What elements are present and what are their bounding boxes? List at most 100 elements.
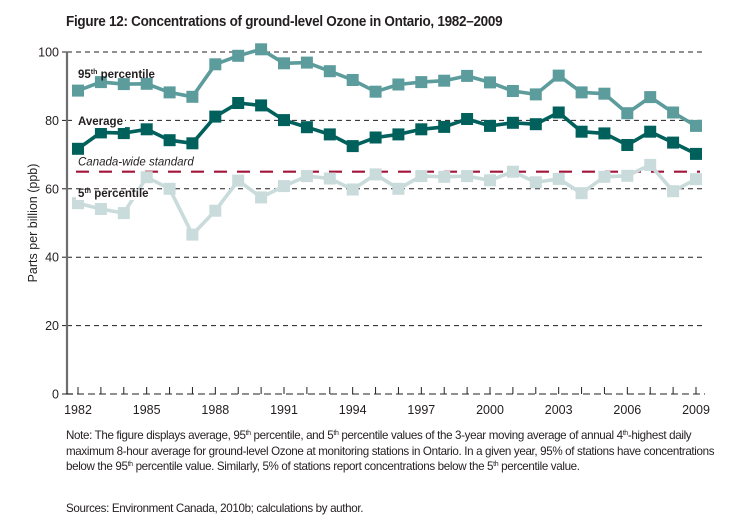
y-tick-label: 40	[45, 251, 59, 265]
x-tick-label: 1994	[339, 403, 367, 417]
y-tick-label: 20	[45, 319, 59, 333]
data-point-95th-percentile	[484, 76, 496, 89]
data-point-95th-percentile	[186, 90, 199, 103]
data-point-5th-percentile	[506, 165, 519, 178]
data-point-95th-percentile	[209, 58, 222, 71]
data-point-average	[598, 127, 611, 140]
data-point-95th-percentile	[392, 78, 405, 91]
data-point-95th-percentile	[690, 119, 702, 132]
x-tick-label: 2009	[682, 403, 710, 417]
data-point-5th-percentile	[278, 180, 290, 193]
data-point-average	[667, 136, 680, 149]
data-point-5th-percentile	[667, 185, 680, 198]
series	[72, 43, 702, 241]
note-superscript: th	[245, 430, 252, 437]
data-point-average	[117, 127, 130, 140]
data-point-average	[690, 147, 702, 160]
y-tick-label: 60	[45, 182, 59, 196]
data-point-average	[140, 123, 153, 136]
note-superscript: th	[493, 461, 499, 469]
data-point-5th-percentile	[209, 204, 222, 217]
x-tick-label: 1988	[201, 403, 229, 417]
data-point-95th-percentile	[369, 85, 382, 98]
data-point-5th-percentile	[621, 169, 634, 182]
note-superscript: th	[333, 430, 339, 437]
data-point-average	[484, 119, 496, 132]
data-point-5th-percentile	[232, 174, 245, 187]
series-line-95th-percentile	[77, 47, 697, 128]
data-point-average	[232, 97, 245, 109]
figure-sources: Sources: Environment Canada, 2010b; calc…	[66, 502, 364, 515]
data-point-average	[209, 110, 222, 123]
data-point-average	[461, 113, 474, 125]
data-point-average	[621, 139, 634, 151]
label-background	[76, 190, 151, 200]
data-point-average	[346, 140, 359, 153]
data-point-5th-percentile	[369, 168, 382, 181]
data-point-95th-percentile	[346, 74, 359, 86]
data-point-average	[300, 121, 313, 134]
data-point-95th-percentile	[232, 49, 245, 62]
data-point-5th-percentile	[323, 172, 336, 185]
axes: 0 20 40 60 80 100 1982 1985 1988 1991 1994 1997 2000…	[26, 46, 710, 418]
series-labels: Canada-wide standard 95th percentile Avera…	[76, 69, 194, 200]
data-point-average	[278, 114, 290, 127]
data-point-95th-percentile	[300, 56, 313, 69]
data-point-average	[94, 126, 107, 139]
x-tick-label: 1985	[133, 403, 161, 417]
data-point-5th-percentile	[461, 170, 474, 183]
series-95th-percentile	[72, 43, 702, 132]
data-point-5th-percentile	[72, 197, 84, 210]
data-point-95th-percentile	[461, 69, 474, 82]
data-point-average	[575, 125, 588, 138]
data-point-5th-percentile	[140, 171, 153, 184]
data-point-95th-percentile	[529, 88, 542, 101]
data-point-5th-percentile	[415, 170, 428, 183]
data-point-average	[506, 116, 519, 129]
data-point-95th-percentile	[644, 91, 657, 104]
series-5th-percentile	[72, 158, 702, 241]
data-point-95th-percentile	[552, 69, 565, 82]
data-point-average	[186, 137, 199, 150]
data-point-5th-percentile	[644, 158, 657, 171]
data-point-5th-percentile	[529, 176, 542, 189]
data-point-95th-percentile	[667, 106, 680, 119]
data-point-95th-percentile	[255, 43, 268, 56]
x-tick-label: 2000	[476, 403, 504, 417]
canada-wide-standard-label: Canada-wide standard	[78, 157, 194, 169]
x-tick-label: 1997	[407, 403, 435, 417]
data-point-95th-percentile	[72, 84, 84, 97]
data-point-95th-percentile	[598, 87, 611, 100]
data-point-95th-percentile	[575, 86, 588, 99]
data-point-average	[72, 142, 84, 155]
data-point-average	[415, 123, 428, 136]
data-point-5th-percentile	[255, 191, 268, 204]
data-point-average	[529, 118, 542, 131]
note-superscript: th	[622, 430, 629, 437]
x-tick-label: 2003	[545, 403, 573, 417]
data-point-average	[552, 106, 565, 119]
gridlines	[67, 51, 705, 327]
series-line-average	[76, 101, 697, 156]
data-point-5th-percentile	[690, 173, 702, 186]
data-point-5th-percentile	[346, 183, 359, 196]
data-point-95th-percentile	[415, 76, 428, 89]
data-point-95th-percentile	[163, 86, 176, 99]
data-point-average	[163, 134, 176, 147]
x-tick-label: 1982	[64, 403, 92, 417]
data-point-5th-percentile	[94, 203, 107, 215]
data-point-95th-percentile	[94, 76, 107, 89]
data-point-5th-percentile	[484, 174, 496, 187]
data-point-95th-percentile	[506, 85, 519, 97]
data-point-5th-percentile	[392, 182, 405, 195]
y-tick-label: 100	[38, 46, 59, 60]
x-tick-label: 2006	[613, 403, 641, 417]
data-point-95th-percentile	[438, 74, 451, 87]
data-point-5th-percentile	[163, 182, 176, 195]
series-average	[72, 97, 702, 160]
series-label-95th-percentile: 95th percentile	[78, 69, 155, 81]
note-text: Note: The figure displays average, 95th …	[66, 429, 715, 474]
y-tick-label: 80	[45, 114, 59, 128]
data-point-95th-percentile	[621, 107, 634, 120]
figure-title: Figure 12: Concentrations of ground-leve…	[66, 14, 503, 30]
